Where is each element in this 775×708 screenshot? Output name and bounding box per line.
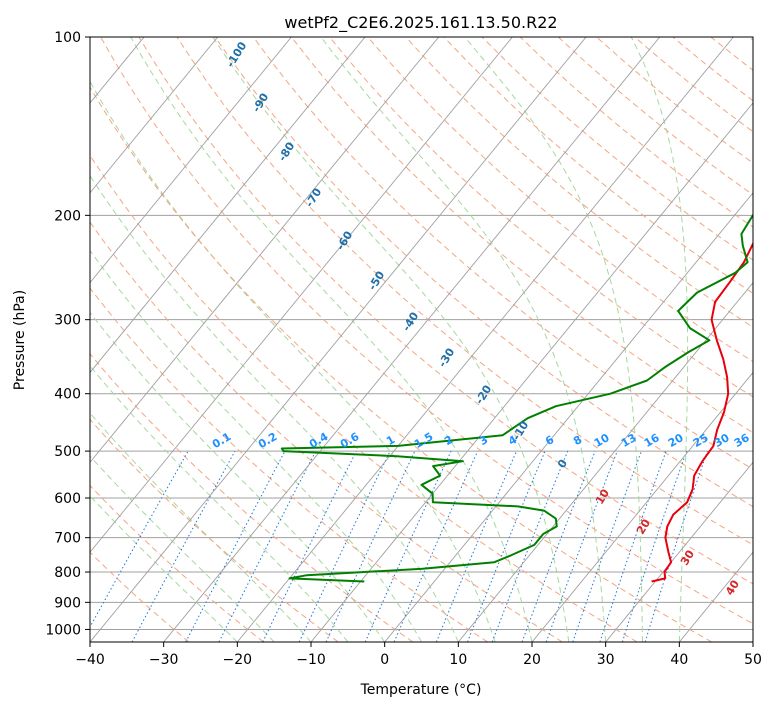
isotherm-line	[90, 37, 440, 464]
dry-adiabat-line	[443, 37, 753, 294]
dry-adiabat-line	[90, 353, 414, 642]
profile-series	[280, 213, 753, 583]
y-tick-label: 500	[54, 444, 81, 460]
moist-adiabat-line	[90, 495, 238, 642]
x-tick-label: 30	[597, 652, 615, 668]
moist-adiabat-line	[630, 37, 689, 642]
x-tick-label: 0	[380, 652, 389, 668]
isotherm-line	[90, 37, 513, 553]
x-tick-label: 10	[449, 652, 467, 668]
dry-adiabat-line	[100, 37, 753, 625]
dry-adiabat-line	[90, 551, 190, 642]
y-tick-label: 400	[54, 387, 81, 403]
moist-adiabat-line	[90, 80, 496, 642]
dry-adiabat-line	[90, 86, 712, 642]
y-axis-ticks: 100 200 300 400 500 600 700 800 900 1000	[45, 30, 90, 638]
isotherm-line	[310, 102, 753, 642]
x-tick-label: 20	[523, 652, 541, 668]
moist-adiabat-line	[130, 37, 533, 642]
y-tick-label: 300	[54, 313, 81, 329]
isotherm-line	[90, 37, 219, 194]
x-tick-label: 50	[744, 652, 762, 668]
y-tick-label: 100	[54, 30, 81, 46]
isotherm-line	[236, 37, 734, 642]
x-axis-ticks: −40 −30 −20 −10 0 10 20 30 40 50	[75, 642, 762, 668]
moist-adiabat-line	[464, 37, 643, 642]
dry-adiabats	[90, 37, 753, 642]
moist-adiabat-line	[212, 37, 570, 642]
mixing-ratio-line	[491, 450, 569, 642]
y-axis-label: Pressure (hPa)	[12, 290, 28, 390]
dewpoint-profile-line	[280, 213, 753, 583]
chart-title: wetPf2_C2E6.2025.161.13.50.R22	[284, 13, 557, 33]
dry-adiabat-line	[90, 484, 264, 642]
x-tick-label: 40	[670, 652, 688, 668]
mixing-ratio-line	[644, 450, 708, 642]
mixing-ratio-line	[90, 450, 189, 629]
isotherm-line	[90, 37, 366, 374]
isotherm-line	[605, 461, 753, 642]
mixing-ratio-line	[393, 450, 479, 642]
dry-adiabat-line	[214, 37, 753, 508]
x-tick-label: −40	[75, 652, 105, 668]
isotherm-line	[90, 37, 292, 284]
y-tick-label: 900	[54, 595, 81, 611]
mixing-ratio-line	[621, 450, 688, 642]
mixing-ratio-line	[545, 450, 618, 642]
isotherm-line	[163, 37, 661, 642]
isotherm-line	[531, 371, 753, 642]
y-tick-label: 1000	[45, 622, 81, 638]
dry-adiabat-line	[90, 221, 563, 642]
temperature-profile-line	[651, 241, 753, 583]
mixing-ratio-line	[262, 450, 357, 642]
dry-adiabat-line	[329, 37, 753, 398]
dry-adiabat-line	[176, 37, 753, 546]
x-tick-label: −10	[296, 652, 326, 668]
dry-adiabat-line	[291, 37, 753, 434]
x-tick-label: −30	[149, 652, 179, 668]
isotherm-line	[90, 37, 587, 642]
dry-adiabat-line	[90, 418, 339, 642]
plot-area: -100-90-80-70-60-50-40-30-20-10010203040…	[90, 37, 753, 642]
y-tick-label: 700	[54, 531, 81, 547]
x-axis-label: Temperature (°C)	[360, 682, 482, 698]
y-tick-label: 600	[54, 491, 81, 507]
mixing-ratio-line	[467, 450, 546, 642]
moist-adiabat-line	[90, 365, 349, 642]
mixing-ratio-line	[521, 450, 596, 642]
moist-adiabat-line	[90, 174, 459, 642]
mixing-ratio-lines	[90, 450, 708, 642]
mixing-ratio-line	[572, 450, 642, 642]
mixing-ratio-line	[218, 450, 317, 642]
mixing-ratio-line	[599, 450, 667, 642]
mixing-ratio-line	[131, 450, 236, 642]
dry-adiabat-line	[252, 37, 753, 470]
dry-adiabat-line	[138, 37, 753, 585]
isotherm-line	[384, 192, 753, 642]
dry-adiabat-line	[90, 154, 638, 642]
x-tick-label: −20	[223, 652, 253, 668]
dry-adiabat-line	[90, 287, 488, 642]
mixing-ratio-line	[364, 450, 452, 642]
moist-adiabat-line	[320, 37, 607, 642]
y-tick-label: 200	[54, 208, 81, 224]
y-tick-label: 800	[54, 565, 81, 581]
plot-frame	[89, 36, 754, 643]
